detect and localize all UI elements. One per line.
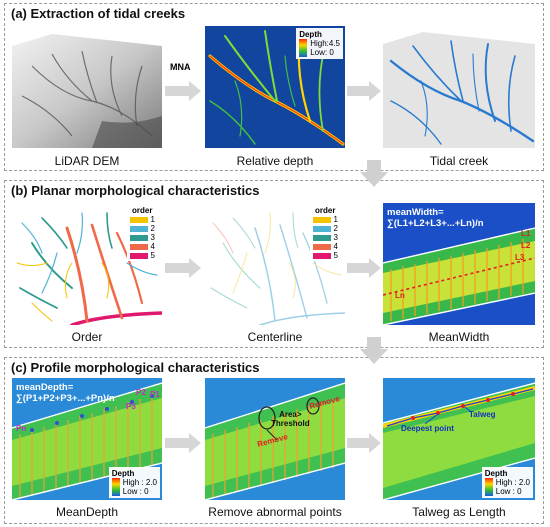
depth-legend-c3-low: Low : 0 — [495, 487, 522, 496]
order-legend-title: order — [132, 206, 153, 215]
order-label-2: 2 — [150, 224, 155, 233]
order-legend-row: 1 — [129, 215, 155, 224]
meanwidth-formula-line1: meanWidth= — [387, 207, 444, 218]
order-label-1: 1 — [150, 215, 155, 224]
arrow-a2 — [347, 81, 381, 101]
arrow-a1 — [165, 81, 201, 101]
caption-tidal-creek: Tidal creek — [429, 154, 489, 168]
caption-talweg: Talweg as Length — [412, 505, 506, 519]
order-label-4: 4 — [333, 242, 338, 251]
depth-legend-a-high: High:4.5 — [310, 39, 340, 48]
order-legend-centerline: order 1 2 3 4 5 — [309, 205, 341, 261]
order-label-4: 4 — [150, 242, 155, 251]
order-legend-centerline-title: order — [315, 206, 336, 215]
meanwidth-image: meanWidth= ∑(L1+L2+L3+...+Ln)/n L1 L2 L3… — [383, 203, 535, 325]
order-label-5: 5 — [150, 251, 155, 260]
section-c-title: (c) Profile morphological characteristic… — [11, 360, 260, 375]
mna-label: MNA — [170, 62, 191, 72]
talweg-label: Talweg — [469, 410, 496, 419]
depth-label-pn: Pn — [16, 424, 27, 433]
depth-label-p3: P3 — [126, 402, 136, 411]
section-b-title: (b) Planar morphological characteristics — [11, 183, 260, 198]
width-label-l1: L1 — [521, 229, 531, 238]
caption-relative-depth: Relative depth — [236, 154, 314, 168]
order-image: order 1 2 3 4 5 — [12, 203, 162, 325]
width-label-l3: L3 — [515, 253, 525, 262]
order-label-1: 1 — [333, 215, 338, 224]
order-label-5: 5 — [333, 251, 338, 260]
depth-legend-a: Depth High:4.5 Low: 0 — [296, 28, 343, 59]
order-legend-row: 5 — [312, 251, 338, 260]
depth-gradient-a — [299, 39, 308, 57]
depth-legend-c1-low: Low : 0 — [122, 487, 149, 496]
order-legend-row: 5 — [129, 251, 155, 260]
order-legend-row: 3 — [129, 233, 155, 242]
depth-legend-c3-title: Depth — [484, 469, 508, 478]
depth-legend-c3: Depth High : 2.0 Low : 0 — [481, 467, 533, 498]
order-legend-row: 2 — [312, 224, 338, 233]
caption-centerline: Centerline — [247, 330, 303, 344]
relative-depth-image: Depth High:4.5 Low: 0 — [205, 26, 345, 148]
order-legend-row: 3 — [312, 233, 338, 242]
caption-remove-points: Remove abnormal points — [208, 505, 342, 519]
area-label: Area> — [279, 410, 302, 419]
depth-legend-a-low: Low: 0 — [310, 48, 334, 57]
caption-meandepth: MeanDepth — [55, 505, 119, 519]
order-label-2: 2 — [333, 224, 338, 233]
arrow-a-down — [360, 160, 388, 187]
centerline-image: order 1 2 3 4 5 — [205, 203, 345, 325]
depth-legend-c1: Depth High : 2.0 Low : 0 — [108, 467, 160, 498]
tidal-creek-image — [383, 26, 535, 148]
order-label-3: 3 — [333, 233, 338, 242]
depth-legend-c1-high: High : 2.0 — [122, 478, 157, 487]
lidar-dem-image — [12, 26, 162, 148]
section-b: (b) Planar morphological characteristics — [4, 180, 544, 348]
threshold-label: Threshold — [271, 419, 310, 428]
arrow-c1 — [165, 433, 201, 453]
arrow-b2 — [347, 258, 381, 278]
width-label-ln: Ln — [395, 291, 405, 300]
meanwidth-formula-line2: ∑(L1+L2+L3+...+Ln)/n — [387, 218, 484, 229]
section-a: (a) Extraction of tidal creeks — [4, 3, 544, 171]
meandepth-formula-line1: meanDepth= — [16, 382, 74, 393]
arrow-b1 — [165, 258, 201, 278]
order-legend-row: 1 — [312, 215, 338, 224]
depth-legend-c3-high: High : 2.0 — [495, 478, 530, 487]
order-legend: order 1 2 3 4 5 — [126, 205, 158, 261]
arrow-b-down — [360, 337, 388, 364]
order-legend-row: 4 — [312, 242, 338, 251]
depth-legend-c1-title: Depth — [111, 469, 135, 478]
remove-points-image: Area> Threshold Remove Remove — [205, 378, 345, 500]
section-a-title: (a) Extraction of tidal creeks — [11, 6, 186, 21]
caption-lidar-dem: LiDAR DEM — [54, 154, 120, 168]
deepest-point-label: Deepest point — [401, 424, 454, 433]
meandepth-formula: meanDepth= ∑(P1+P2+P3+...+Pn)/n — [16, 382, 115, 404]
depth-legend-a-title: Depth — [299, 30, 322, 39]
meanwidth-formula: meanWidth= ∑(L1+L2+L3+...+Ln)/n — [387, 207, 484, 229]
order-label-3: 3 — [150, 233, 155, 242]
meandepth-image: meanDepth= ∑(P1+P2+P3+...+Pn)/n P2 P1 P3… — [12, 378, 162, 500]
order-legend-row: 2 — [129, 224, 155, 233]
depth-gradient-c3 — [484, 478, 493, 496]
order-legend-row: 4 — [129, 242, 155, 251]
area-threshold-label: Area> Threshold — [271, 410, 310, 428]
meandepth-formula-line2: ∑(P1+P2+P3+...+Pn)/n — [16, 393, 115, 404]
depth-label-p1: P1 — [150, 390, 160, 399]
depth-gradient-c1 — [111, 478, 120, 496]
caption-meanwidth: MeanWidth — [428, 330, 490, 344]
width-label-l2: L2 — [521, 241, 531, 250]
depth-label-p2: P2 — [136, 388, 146, 397]
section-c: (c) Profile morphological characteristic… — [4, 357, 544, 524]
arrow-c2 — [347, 433, 381, 453]
caption-order: Order — [71, 330, 103, 344]
talweg-image: Talweg Deepest point Depth High : 2.0 Lo… — [383, 378, 535, 500]
